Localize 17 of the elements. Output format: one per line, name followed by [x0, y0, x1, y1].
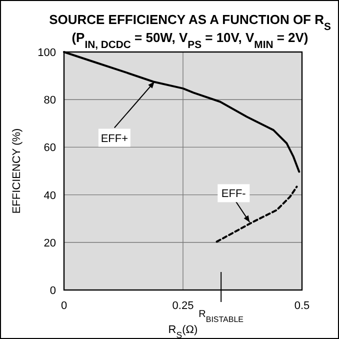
y-tick-label: 20 — [44, 237, 56, 250]
chart-subtitle: (P$_{IN, DCDC}$ = 50W, V$_{PS}$ = 10V, V$_{MIN}$ = 2V) — [72, 30, 308, 50]
y-tick-label: 0 — [50, 285, 56, 297]
y-tick-label: 60 — [44, 142, 56, 154]
x-tick-label: 0 — [60, 300, 68, 312]
line-series — [216, 186, 298, 243]
y-axis-title: EFFICIENCY (%) — [11, 128, 23, 214]
chart-title: SOURCE EFFICIENCY AS A FUNCTION OF R$_{S}$ — [49, 12, 331, 32]
x-tick-label: 0.5 — [294, 300, 310, 312]
y-tick-label: 100 — [38, 47, 56, 59]
x-tick-label: 0.25 — [172, 300, 194, 312]
y-tick-label: 40 — [44, 190, 56, 202]
ref-line-label: R$_{BISTABLE}$ — [198, 309, 244, 324]
annotation: EFF+ — [100, 132, 128, 145]
annotation: EFF- — [221, 188, 246, 200]
y-tick-label: 80 — [44, 94, 56, 107]
x-axis-title: R$_{S}$(Ω) — [168, 324, 198, 339]
